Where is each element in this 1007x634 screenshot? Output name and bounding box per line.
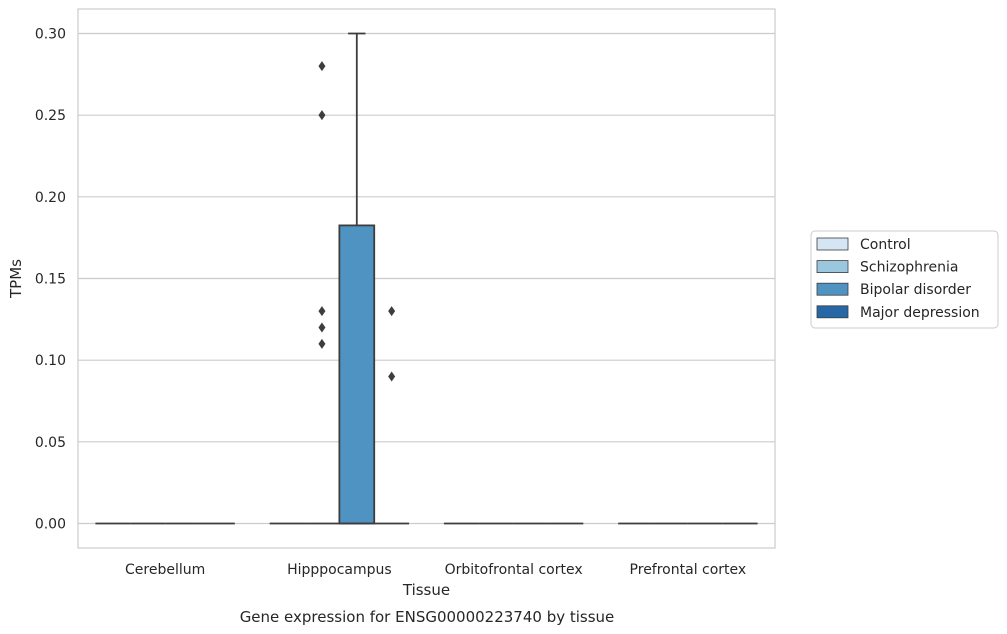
legend-swatch: [816, 305, 849, 319]
outlier-point: [318, 322, 326, 333]
box-body: [338, 224, 376, 525]
y-tick-label: 0.15: [35, 272, 66, 288]
chart-caption: Gene expression for ENSG00000223740 by t…: [240, 608, 615, 626]
box-1-2: [338, 32, 376, 525]
grid-layer: [78, 32, 775, 525]
y-tick-label: 0.10: [35, 353, 66, 369]
box-1-3: [374, 306, 410, 525]
y-tick-labels: 0.00 0.05 0.10 0.15 0.20 0.25 0.30: [35, 27, 66, 533]
y-axis-label: TPMs: [7, 259, 25, 299]
legend-swatch: [816, 260, 849, 274]
y-tick-label: 0.25: [35, 108, 66, 124]
boxes-layer: [95, 32, 758, 525]
x-axis-label: Tissue: [402, 581, 450, 599]
x-tick-label: Hipppocampus: [287, 562, 392, 578]
outlier-point: [318, 110, 326, 121]
box-1-1: [304, 61, 340, 525]
outlier-point: [318, 306, 326, 317]
legend-label: Bipolar disorder: [860, 282, 971, 298]
x-tick-label: Cerebellum: [125, 562, 205, 578]
x-tick-label: Orbitofrontal cortex: [445, 562, 583, 578]
y-tick-label: 0.00: [35, 517, 66, 533]
x-tick-labels: Cerebellum Hipppocampus Orbitofrontal cort…: [125, 562, 746, 578]
legend-label: Schizophrenia: [860, 260, 958, 276]
legend-label: Major depression: [860, 305, 980, 321]
legend: Control Schizophrenia Bipolar disorder Majo…: [810, 230, 999, 329]
outlier-point: [388, 306, 396, 317]
y-tick-label: 0.20: [35, 190, 66, 206]
legend-label: Control: [860, 237, 911, 253]
x-tick-label: Prefrontal cortex: [630, 562, 747, 578]
y-tick-label: 0.05: [35, 435, 66, 451]
outlier-point: [318, 61, 326, 72]
legend-frame: [810, 230, 999, 329]
plot-frame: [77, 8, 776, 549]
outlier-point: [388, 371, 396, 382]
outlier-point: [318, 338, 326, 349]
legend-swatch: [816, 282, 849, 296]
legend-swatch: [816, 237, 849, 251]
y-tick-label: 0.30: [35, 27, 66, 43]
